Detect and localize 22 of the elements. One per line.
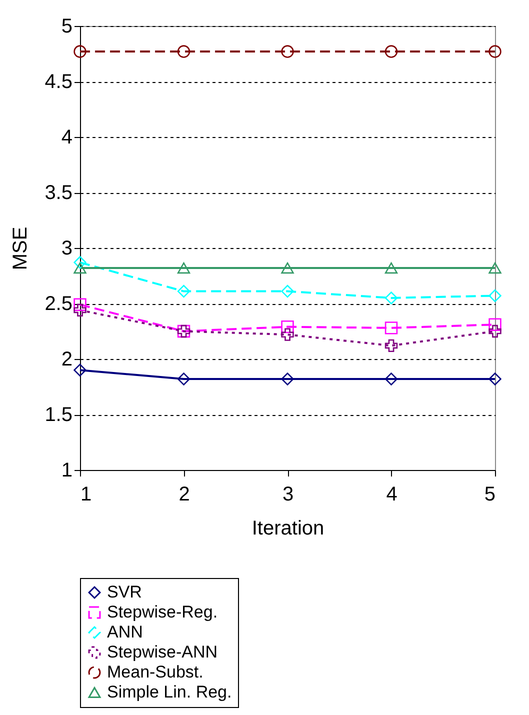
x-tick-label: 5	[484, 484, 496, 506]
y-tick-label: 1	[61, 460, 72, 482]
legend-label: Stepwise-Reg.	[107, 602, 218, 622]
y-tick-label: 2.5	[44, 293, 72, 315]
y-tick-label: 3	[61, 238, 72, 260]
legend-label: Mean-Subst.	[107, 662, 204, 682]
y-tick-label: 5	[61, 16, 72, 38]
x-tick-label: 4	[386, 484, 398, 506]
y-tick-label: 4	[61, 126, 72, 148]
x-tick-label: 2	[178, 484, 190, 506]
x-tick-label: 1	[80, 484, 92, 506]
legend-label: Stepwise-ANN	[107, 642, 218, 662]
x-axis-title: Iteration	[252, 518, 324, 540]
legend-label: ANN	[107, 622, 143, 642]
y-tick-label: 1.5	[44, 404, 72, 426]
x-tick-label: 3	[282, 484, 294, 506]
legend-label: SVR	[107, 582, 142, 602]
y-tick-label: 2	[61, 348, 72, 370]
legend-label: Simple Lin. Reg.	[107, 682, 232, 702]
y-tick-label: 3.5	[44, 182, 72, 204]
y-axis-title: MSE	[10, 226, 32, 270]
y-tick-label: 4.5	[44, 71, 72, 93]
